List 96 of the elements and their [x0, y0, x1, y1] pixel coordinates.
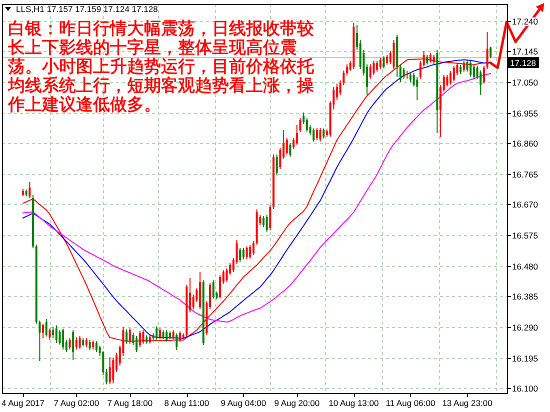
- candlestick: [316, 128, 318, 141]
- y-tick-label: 17.145: [512, 46, 538, 56]
- candlestick: [166, 330, 168, 342]
- x-tick-label: 9 Aug 20:00: [274, 398, 320, 408]
- x-tick-label: 4 Aug 2017: [1, 398, 45, 408]
- candlestick: [460, 64, 462, 74]
- candlestick: [490, 46, 492, 59]
- y-tick-label: 16.290: [512, 322, 538, 332]
- annotation: 荡。小时图上升趋势运行，目前价格依托: [8, 56, 314, 76]
- y-tick-label: 16.765: [512, 170, 538, 180]
- candlestick: [212, 280, 214, 300]
- candlestick: [319, 128, 322, 142]
- candlestick: [446, 74, 448, 88]
- candlestick: [136, 335, 138, 353]
- annotation: 均线系统上行，短期客观趋势看上涨，操: [7, 75, 314, 95]
- candlestick: [369, 64, 372, 80]
- annotation: 作上建议逢低做多。: [7, 94, 161, 114]
- candlestick: [266, 214, 268, 232]
- candlestick: [312, 128, 315, 142]
- candlestick: [296, 124, 298, 146]
- y-tick-label: 16.480: [512, 262, 538, 272]
- candlestick: [62, 328, 64, 350]
- candlestick: [162, 330, 164, 340]
- candlestick: [126, 329, 128, 344]
- candlestick: [462, 60, 465, 72]
- candlestick: [470, 60, 472, 78]
- candlestick: [426, 54, 428, 66]
- candlestick: [306, 118, 308, 132]
- annotation: 长上下影线的十字星，整体呈现高位震: [8, 37, 297, 57]
- candlestick: [276, 154, 278, 176]
- candlestick: [379, 57, 382, 70]
- chart-title: LLS,H1 17.157 17.159 17.124 17.128: [16, 4, 158, 14]
- candlestick: [472, 64, 475, 80]
- candlestick: [246, 246, 248, 260]
- x-tick-label: 11 Aug 06:00: [386, 398, 436, 408]
- candlestick: [106, 368, 108, 385]
- x-tick-label: 13 Aug 23:00: [442, 398, 493, 408]
- candlestick: [112, 357, 114, 384]
- candlestick: [42, 323, 44, 339]
- candlestick: [450, 70, 452, 86]
- candlestick: [55, 324, 58, 344]
- candlestick: [176, 332, 178, 351]
- candlestick: [482, 65, 485, 84]
- candlestick: [386, 54, 388, 66]
- candlestick: [95, 340, 98, 353]
- candlestick: [92, 340, 94, 350]
- candlestick: [108, 356, 111, 385]
- y-tick-label: 16.955: [512, 108, 538, 118]
- candlestick: [242, 247, 244, 260]
- x-tick-label: 7 Aug 18:00: [107, 398, 153, 408]
- candlestick: [262, 216, 264, 228]
- candlestick: [269, 204, 272, 231]
- candlestick: [289, 142, 292, 158]
- candlestick: [399, 64, 402, 82]
- x-tick-label: 7 Aug 02:00: [54, 398, 100, 408]
- candlestick: [480, 70, 482, 96]
- y-tick-label: 17.050: [512, 78, 538, 88]
- candlestick: [382, 56, 385, 69]
- candlestick: [336, 83, 338, 100]
- candlestick: [68, 338, 71, 350]
- y-tick-label: 16.100: [512, 384, 538, 394]
- candlestick: [156, 326, 158, 340]
- y-tick-label: 16.385: [512, 292, 538, 302]
- candlestick: [72, 330, 74, 361]
- ref-line-label: 17.128: [510, 58, 536, 68]
- candlestick: [286, 138, 288, 156]
- candlestick: [28, 181, 31, 199]
- candlestick: [322, 128, 325, 139]
- x-tick-label: 9 Aug 04:00: [220, 398, 266, 408]
- candlestick: [409, 72, 412, 82]
- candlestick: [249, 244, 252, 260]
- candlestick: [52, 326, 54, 339]
- candlestick: [88, 339, 91, 351]
- x-tick-label: 10 Aug 13:00: [328, 398, 380, 408]
- candlestick: [219, 274, 222, 300]
- y-tick-label: 16.860: [512, 138, 538, 148]
- price-label: 17.128: [508, 57, 539, 68]
- candlestick: [416, 76, 418, 101]
- candlestick: [45, 318, 48, 338]
- candlestick: [402, 67, 405, 80]
- candlestick: [75, 336, 78, 350]
- candlestick: [58, 330, 61, 346]
- candlestick: [239, 247, 242, 262]
- y-tick-label: 16.670: [512, 200, 538, 210]
- candlestick: [376, 60, 378, 72]
- candlestick: [252, 240, 254, 256]
- candlestick: [452, 65, 455, 82]
- candlestick: [372, 60, 375, 76]
- candlestick: [48, 328, 51, 340]
- y-tick-label: 16.195: [512, 354, 538, 364]
- x-tick-label: 8 Aug 11:00: [164, 398, 210, 408]
- candlestick: [78, 335, 81, 350]
- candlestick: [406, 70, 408, 80]
- annotation: 白银：昨日行情大幅震荡，日线报收带较: [8, 18, 314, 38]
- y-tick-label: 16.575: [512, 230, 538, 240]
- candlestick: [346, 64, 348, 76]
